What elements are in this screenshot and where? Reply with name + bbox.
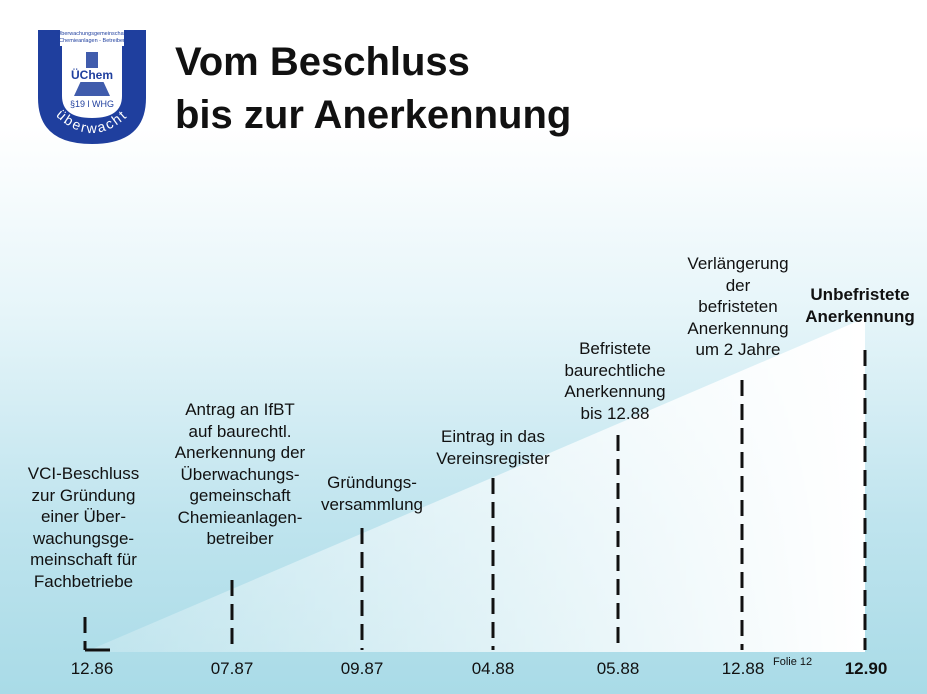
svg-text:Chemieanlagen - Betreiber: Chemieanlagen - Betreiber (59, 38, 125, 44)
milestone-label-1: VCI-Beschluss zur Gründung einer Über- w… (27, 464, 140, 591)
milestone-date-2: 07.87 (210, 659, 254, 678)
milestone-date-5: 05.88 (596, 659, 640, 678)
milestone-date-1: 12.86 (70, 659, 114, 678)
milestone-date-4: 04.88 (471, 659, 515, 678)
uechem-logo: Überwachungsgemeinschaft Chemieanlagen -… (38, 28, 146, 144)
milestone-date-7: 12.90 (844, 659, 888, 678)
svg-text:§19 l WHG: §19 l WHG (70, 99, 114, 109)
milestone-label-3: Gründungs- versammlung (320, 473, 424, 514)
svg-text:Überwachungsgemeinschaft: Überwachungsgemeinschaft (57, 30, 127, 37)
milestone-date-3: 09.87 (340, 659, 384, 678)
milestone-label-6: Verlängerung der befristeten Anerkennung… (687, 254, 789, 359)
milestone-label-2: Antrag an IfBT auf baurechtl. Anerkennun… (174, 400, 306, 548)
title-line-1: Vom Beschluss (175, 40, 470, 84)
milestone-label-5: Befristete baurechtliche Anerkennung bis… (564, 339, 666, 423)
milestone-date-6: 12.88 (721, 659, 765, 678)
slide-number: Folie 12 (773, 656, 813, 668)
milestone-label-7: Unbefristete Anerkennung (805, 285, 915, 326)
progress-wedge (85, 318, 865, 652)
milestone-label-4: Eintrag in das Vereinsregister (436, 427, 550, 468)
title-line-2: bis zur Anerkennung (175, 93, 572, 137)
svg-text:ÜChem: ÜChem (71, 67, 113, 82)
